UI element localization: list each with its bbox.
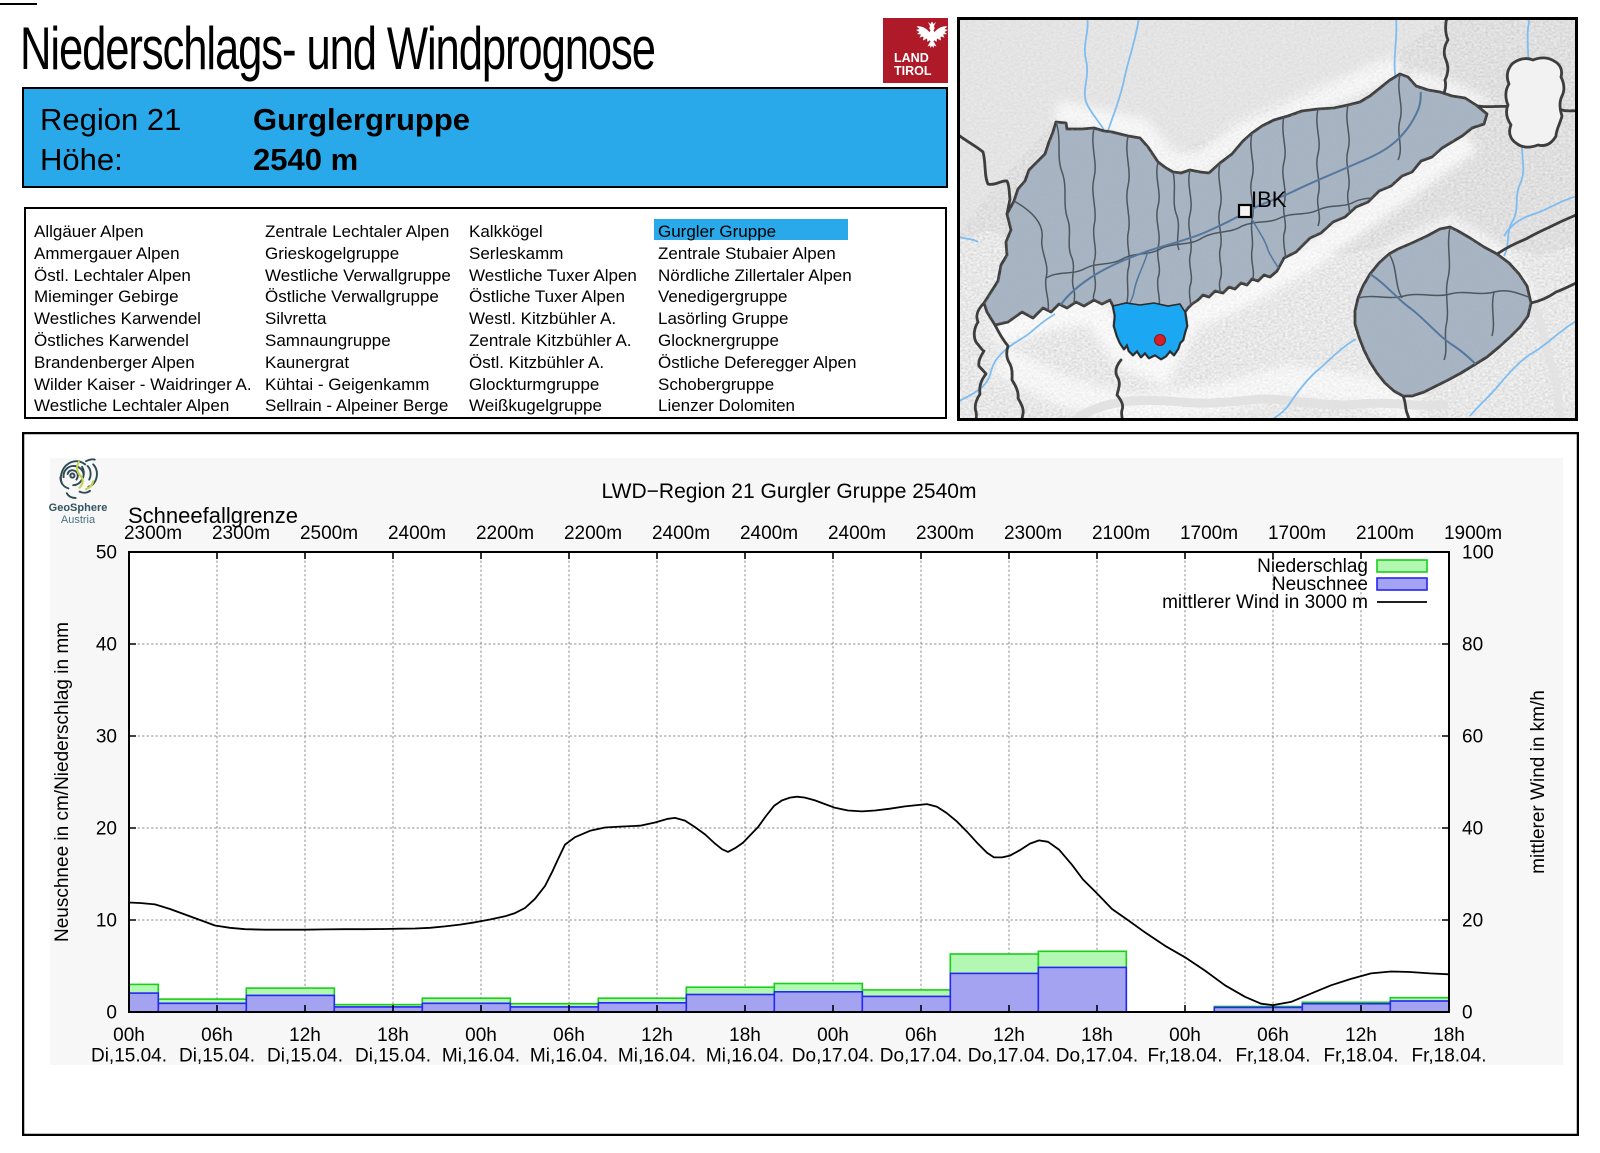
svg-text:0: 0	[106, 1003, 117, 1024]
svg-text:100: 100	[1462, 543, 1494, 564]
svg-text:2500m: 2500m	[300, 523, 358, 544]
svg-text:12h: 12h	[1345, 1025, 1377, 1046]
svg-text:Di,15.04.: Di,15.04.	[355, 1046, 431, 1067]
svg-text:60: 60	[1462, 727, 1483, 748]
svg-text:00h: 00h	[465, 1025, 497, 1046]
svg-text:06h: 06h	[905, 1025, 937, 1046]
svg-text:06h: 06h	[553, 1025, 585, 1046]
svg-text:18h: 18h	[1433, 1025, 1465, 1046]
svg-text:12h: 12h	[289, 1025, 321, 1046]
svg-text:20: 20	[1462, 911, 1483, 932]
svg-text:Mi,16.04.: Mi,16.04.	[706, 1046, 784, 1067]
svg-text:40: 40	[1462, 819, 1483, 840]
svg-text:Do,17.04.: Do,17.04.	[880, 1046, 962, 1067]
svg-text:12h: 12h	[641, 1025, 673, 1046]
svg-text:2200m: 2200m	[564, 523, 622, 544]
svg-text:Mi,16.04.: Mi,16.04.	[530, 1046, 608, 1067]
svg-text:Mi,16.04.: Mi,16.04.	[442, 1046, 520, 1067]
svg-text:Di,15.04.: Di,15.04.	[91, 1046, 167, 1067]
svg-text:50: 50	[96, 543, 117, 564]
svg-text:2100m: 2100m	[1092, 523, 1150, 544]
svg-text:Schneefallgrenze: Schneefallgrenze	[128, 503, 298, 528]
svg-text:12h: 12h	[993, 1025, 1025, 1046]
svg-text:Niederschlag: Niederschlag	[1257, 556, 1368, 577]
svg-text:Di,15.04.: Di,15.04.	[267, 1046, 343, 1067]
svg-text:mittlerer Wind in 3000 m: mittlerer Wind in 3000 m	[1162, 592, 1368, 613]
svg-text:20: 20	[96, 819, 117, 840]
svg-text:1700m: 1700m	[1268, 523, 1326, 544]
svg-text:LWD−Region 21 Gurgler Gruppe 2: LWD−Region 21 Gurgler Gruppe 2540m	[602, 480, 977, 503]
svg-text:2100m: 2100m	[1356, 523, 1414, 544]
svg-text:2300m: 2300m	[916, 523, 974, 544]
svg-text:TIROL: TIROL	[894, 64, 932, 78]
svg-text:mittlerer Wind in km/h: mittlerer Wind in km/h	[1528, 690, 1549, 874]
svg-text:Fr,18.04.: Fr,18.04.	[1236, 1046, 1311, 1067]
svg-text:1700m: 1700m	[1180, 523, 1238, 544]
svg-text:10: 10	[96, 911, 117, 932]
svg-text:Fr,18.04.: Fr,18.04.	[1412, 1046, 1487, 1067]
svg-text:1900m: 1900m	[1444, 523, 1502, 544]
svg-text:18h: 18h	[729, 1025, 761, 1046]
svg-text:2400m: 2400m	[652, 523, 710, 544]
svg-text:IBK: IBK	[1251, 187, 1287, 212]
svg-text:00h: 00h	[817, 1025, 849, 1046]
svg-text:18h: 18h	[377, 1025, 409, 1046]
svg-text:Do,17.04.: Do,17.04.	[968, 1046, 1050, 1067]
svg-text:2400m: 2400m	[388, 523, 446, 544]
svg-text:Mi,16.04.: Mi,16.04.	[618, 1046, 696, 1067]
svg-text:LAND: LAND	[894, 51, 929, 65]
svg-text:GeoSphere: GeoSphere	[49, 502, 108, 514]
svg-text:2300m: 2300m	[212, 523, 270, 544]
svg-text:2400m: 2400m	[740, 523, 798, 544]
svg-text:00h: 00h	[113, 1025, 145, 1046]
svg-text:40: 40	[96, 635, 117, 656]
svg-text:2200m: 2200m	[476, 523, 534, 544]
svg-text:2400m: 2400m	[828, 523, 886, 544]
svg-text:0: 0	[1462, 1003, 1473, 1024]
svg-text:80: 80	[1462, 635, 1483, 656]
svg-text:Di,15.04.: Di,15.04.	[179, 1046, 255, 1067]
svg-text:Fr,18.04.: Fr,18.04.	[1324, 1046, 1399, 1067]
svg-text:18h: 18h	[1081, 1025, 1113, 1046]
svg-text:2300m: 2300m	[124, 523, 182, 544]
svg-text:Do,17.04.: Do,17.04.	[1056, 1046, 1138, 1067]
svg-text:Do,17.04.: Do,17.04.	[792, 1046, 874, 1067]
svg-text:Austria: Austria	[61, 514, 96, 526]
svg-text:06h: 06h	[201, 1025, 233, 1046]
svg-text:Fr,18.04.: Fr,18.04.	[1148, 1046, 1223, 1067]
svg-text:30: 30	[96, 727, 117, 748]
svg-text:00h: 00h	[1169, 1025, 1201, 1046]
svg-text:06h: 06h	[1257, 1025, 1289, 1046]
svg-text:Neuschnee in cm/Niederschlag i: Neuschnee in cm/Niederschlag in mm	[52, 622, 73, 942]
svg-text:Neuschnee: Neuschnee	[1272, 574, 1368, 595]
svg-text:2300m: 2300m	[1004, 523, 1062, 544]
